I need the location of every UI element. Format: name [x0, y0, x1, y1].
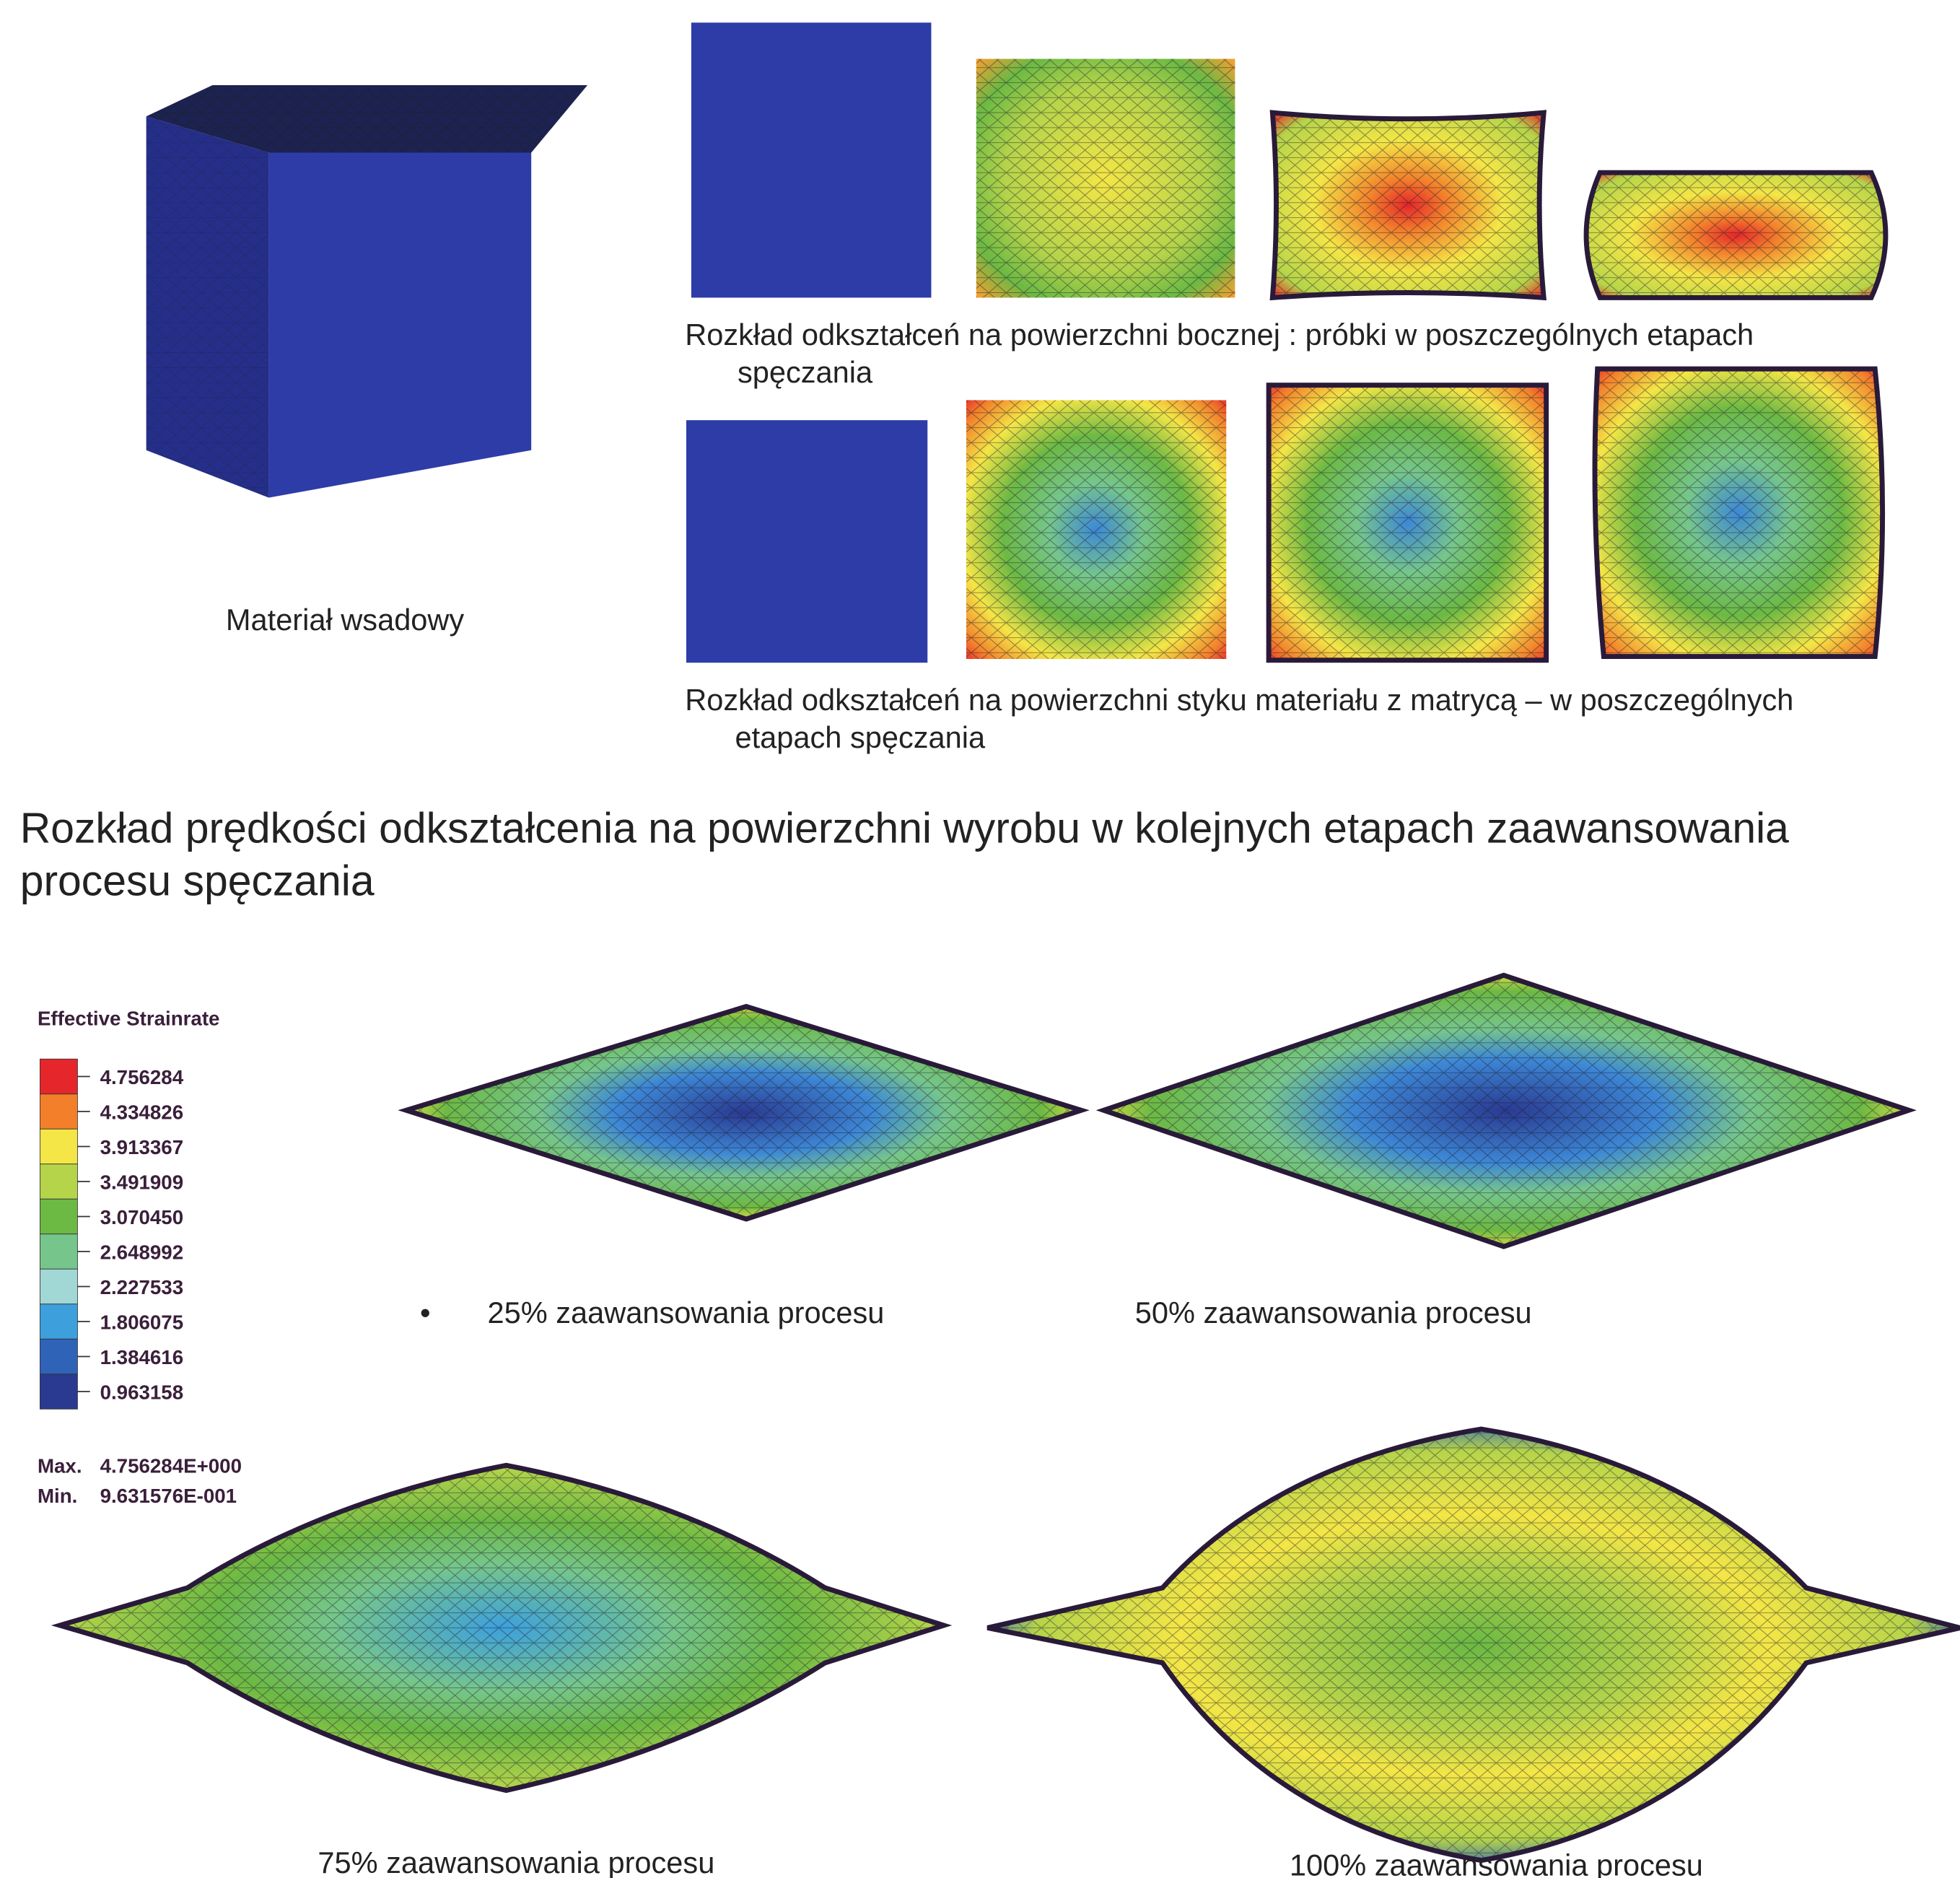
legend-swatch [40, 1164, 77, 1200]
legend-swatch [40, 1199, 77, 1234]
legend-swatch [40, 1374, 77, 1410]
contact-caption: Rozkład odkształceń na powierzchni styku… [685, 683, 1793, 717]
legend-swatch [40, 1059, 77, 1094]
side-caption: Rozkład odkształceń na powierzchni boczn… [685, 318, 1754, 351]
max-label: Max. [38, 1455, 82, 1477]
legend-label: 0.963158 [100, 1381, 184, 1403]
stage-caption: 75% zaawansowania procesu [318, 1846, 714, 1878]
legend-swatch [40, 1094, 77, 1130]
side-panels [691, 22, 1886, 297]
min-label: Min. [38, 1485, 77, 1507]
stage-caption: 50% zaawansowania procesu [1135, 1296, 1532, 1329]
stage-shapes [60, 975, 1960, 1860]
legend-swatch [40, 1304, 77, 1340]
legend-swatch [40, 1234, 77, 1270]
max-value: 4.756284E+000 [100, 1455, 242, 1477]
legend-label: 4.756284 [100, 1066, 184, 1088]
legend-label: 2.227533 [100, 1276, 184, 1298]
contact-panels [686, 369, 1883, 663]
bullet: • [420, 1296, 431, 1329]
side-caption: spęczania [738, 355, 873, 389]
legend-label: 1.384616 [100, 1346, 184, 1368]
contact-caption: etapach spęczania [735, 720, 986, 754]
stage-caption: 25% zaawansowania procesu [488, 1296, 885, 1329]
legend: Effective Strainrate Max. 4.756284E+000 … [38, 1008, 242, 1508]
legend-swatch [40, 1269, 77, 1304]
cube-label: Materiał wsadowy [226, 603, 465, 637]
legend-label: 3.070450 [100, 1206, 184, 1228]
figure: Materiał wsadowy Rozkład odkształceń na … [0, 0, 1960, 1878]
heading: procesu spęczania [20, 857, 375, 904]
legend-swatch [40, 1129, 77, 1164]
stage-caption: 100% zaawansowania procesu [1290, 1848, 1703, 1878]
legend-title: Effective Strainrate [38, 1008, 220, 1030]
legend-label: 3.913367 [100, 1136, 184, 1158]
heading: Rozkład prędkości odkształcenia na powie… [20, 805, 1789, 852]
min-value: 9.631576E-001 [100, 1485, 237, 1507]
legend-swatch [40, 1339, 77, 1374]
legend-label: 3.491909 [100, 1171, 184, 1193]
legend-label: 1.806075 [100, 1311, 184, 1333]
legend-label: 2.648992 [100, 1241, 184, 1263]
page: Materiał wsadowy Rozkład odkształceń na … [0, 0, 1960, 1878]
legend-label: 4.334826 [100, 1101, 184, 1123]
cube [146, 85, 587, 498]
